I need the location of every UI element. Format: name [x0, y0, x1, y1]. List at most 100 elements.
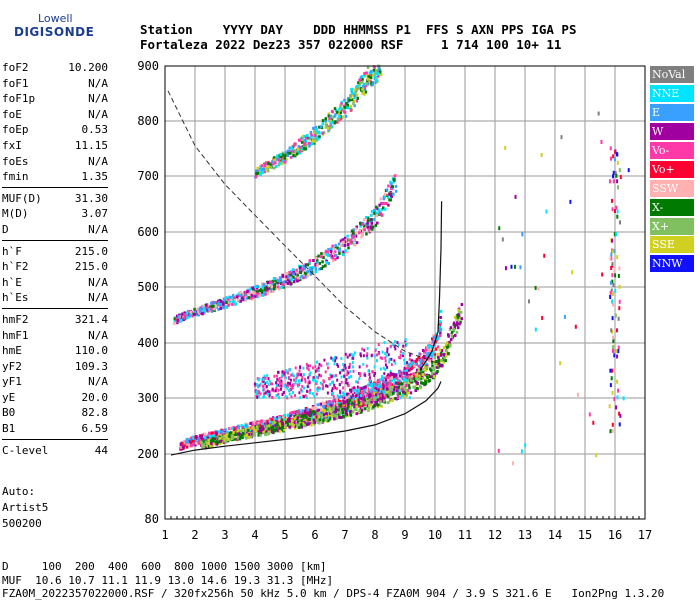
- echo-spread-f: [371, 384, 374, 388]
- echo-spread-f: [317, 386, 320, 390]
- echo-x-mode: [367, 395, 371, 399]
- echo-third-hop: [332, 115, 335, 119]
- echo-third-hop: [303, 144, 307, 148]
- echo-o-mode: [330, 400, 334, 404]
- noise-point: [622, 396, 625, 401]
- noise-column: [614, 209, 617, 214]
- echo-o-mode: [419, 358, 423, 362]
- echo-second-hop: [254, 292, 258, 296]
- echo-x-mode: [212, 439, 215, 443]
- echo-spread-f: [393, 381, 396, 385]
- echo-second-hop: [352, 235, 355, 239]
- echo-third-hop: [292, 150, 296, 154]
- echo-o-mode: [330, 404, 333, 408]
- echo-spread-f: [336, 363, 339, 367]
- echo-second-hop: [263, 287, 266, 291]
- echo-second-hop: [391, 185, 395, 189]
- echo-o-mode: [210, 435, 213, 439]
- echo-third-hop: [349, 105, 353, 109]
- echo-spread-f: [290, 384, 293, 388]
- echo-x-mode: [335, 414, 339, 418]
- echo-spread-f: [368, 381, 371, 385]
- echo-spread-f: [345, 378, 348, 382]
- echo-second-hop: [288, 273, 292, 277]
- echo-second-hop: [302, 267, 305, 271]
- echo-third-hop: [313, 134, 317, 138]
- echo-x-mode: [318, 418, 322, 422]
- echo-second-hop: [273, 284, 276, 288]
- echo-x-mode: [406, 391, 409, 395]
- echo-spread-f: [280, 379, 283, 383]
- echo-third-hop: [316, 131, 320, 135]
- echo-spread-f: [378, 390, 381, 394]
- echo-o-mode: [253, 421, 257, 425]
- echo-x-mode: [293, 415, 297, 419]
- echo-second-hop: [272, 287, 276, 291]
- echo-third-hop: [267, 165, 270, 169]
- echo-o-mode: [276, 427, 279, 431]
- param-value: N/A: [88, 76, 108, 90]
- echo-o-mode: [414, 362, 418, 366]
- param-key: hmE: [2, 344, 22, 358]
- echo-second-hop: [269, 280, 273, 284]
- echo-o-mode: [386, 384, 389, 388]
- echo-second-hop: [294, 277, 298, 281]
- echo-x-mode: [445, 354, 448, 358]
- echo-second-hop: [265, 282, 269, 286]
- echo-x-mode: [402, 390, 405, 394]
- echo-x-mode: [430, 368, 433, 372]
- echo-o-mode: [308, 408, 312, 412]
- noise-point: [627, 168, 630, 173]
- noise-column: [616, 179, 619, 184]
- echo-x-mode: [424, 382, 427, 386]
- echo-second-hop: [249, 287, 252, 291]
- echo-spread-f: [359, 374, 362, 378]
- echo-spread-f: [281, 370, 284, 374]
- echo-spread-f: [385, 354, 388, 358]
- echo-o-mode: [272, 423, 275, 427]
- echo-x-mode: [449, 338, 453, 342]
- noise-point: [514, 194, 517, 199]
- echo-third-hop: [373, 76, 377, 80]
- echo-x-mode: [405, 388, 408, 392]
- x-tick-label: 8: [371, 528, 378, 542]
- echo-x-mode: [369, 403, 373, 407]
- echo-o-mode: [195, 435, 198, 439]
- noise-point: [560, 135, 563, 140]
- echo-second-hop: [197, 310, 200, 314]
- echo-o-mode: [439, 315, 442, 319]
- echo-o-mode: [192, 439, 195, 443]
- x-tick-label: 12: [488, 528, 502, 542]
- echo-x-mode: [300, 425, 304, 429]
- echo-x-mode: [270, 430, 274, 434]
- y-tick-label: 700: [137, 169, 159, 183]
- echo-third-hop: [356, 84, 359, 88]
- echo-third-hop: [377, 66, 381, 70]
- noise-point: [521, 232, 524, 237]
- echo-spread-f: [302, 366, 305, 370]
- echo-x-mode: [252, 432, 256, 436]
- echo-third-hop: [378, 70, 382, 74]
- echo-x-mode: [357, 403, 361, 407]
- echo-third-hop: [264, 162, 267, 166]
- echo-spread-f: [403, 378, 406, 382]
- echo-spread-f: [349, 369, 352, 373]
- noise-column: [618, 411, 621, 416]
- legend-item-vo: Vo-: [650, 141, 694, 159]
- echo-o-mode: [435, 337, 439, 341]
- echo-x-mode: [443, 356, 446, 360]
- echo-spread-f: [275, 394, 278, 398]
- echo-spread-f: [396, 378, 399, 382]
- echo-spread-f: [298, 380, 301, 384]
- logo-line2: DIGISONDE: [14, 25, 95, 39]
- echo-o-mode: [280, 415, 283, 419]
- echo-x-mode: [425, 373, 428, 377]
- echo-spread-f: [299, 366, 302, 370]
- echo-third-hop: [280, 162, 284, 166]
- echo-o-mode: [405, 370, 409, 374]
- echo-x-mode: [380, 387, 383, 391]
- echo-x-mode: [218, 441, 222, 445]
- echo-spread-f: [394, 361, 397, 365]
- echo-spread-f: [296, 383, 299, 387]
- echo-spread-f: [357, 389, 360, 393]
